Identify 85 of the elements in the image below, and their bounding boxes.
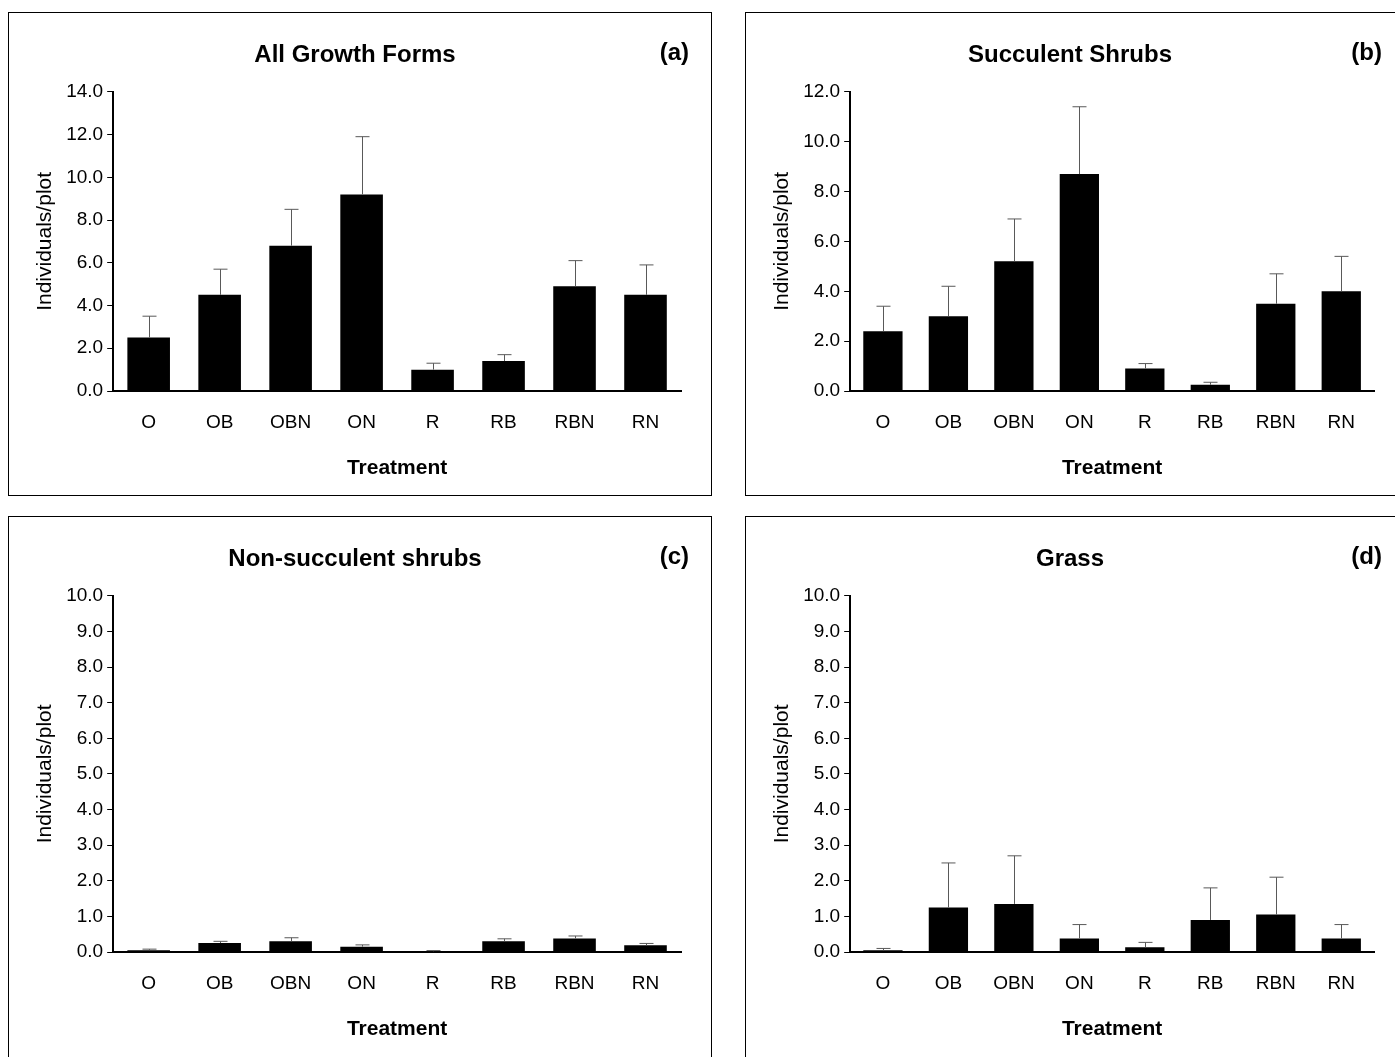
x-tick-label: R: [1137, 410, 1152, 432]
y-tick-label: 3.0: [76, 833, 104, 855]
y-tick-label: 0.0: [76, 379, 104, 401]
y-tick-label: 1.0: [76, 904, 104, 926]
x-tick-label: O: [141, 410, 157, 432]
y-tick-label: 5.0: [813, 762, 841, 784]
x-tick-label: RB: [1197, 410, 1224, 432]
y-axis-title: Individuals/plot: [32, 704, 56, 844]
x-tick-label: RB: [490, 971, 517, 993]
x-tick-label: RN: [631, 971, 660, 993]
y-tick-label: 7.0: [813, 690, 841, 712]
x-tick-label: ON: [347, 971, 376, 993]
y-tick-label: 10.0: [803, 129, 841, 151]
x-tick-label: RN: [1327, 410, 1355, 432]
x-tick-label: RBN: [554, 971, 595, 993]
x-axis-title: Treatment: [346, 1016, 448, 1040]
y-tick-label: 4.0: [76, 797, 104, 819]
x-tick-label: ON: [1065, 971, 1094, 993]
y-axis-title: Individuals/plot: [769, 704, 793, 844]
x-tick-label: RBN: [554, 410, 595, 432]
y-tick-label: 9.0: [76, 619, 104, 641]
y-tick-label: 5.0: [76, 762, 104, 784]
chart-title: Non-succulent shrubs: [228, 544, 482, 572]
y-tick-label: 3.0: [813, 833, 841, 855]
chart-title: All Growth Forms: [254, 40, 456, 68]
y-tick-label: 4.0: [813, 279, 841, 301]
text: (a): [659, 37, 689, 65]
x-tick-label: ON: [1065, 410, 1094, 432]
y-tick-label: 12.0: [66, 122, 104, 144]
x-axis-title: Treatment: [346, 455, 448, 479]
y-axis-title: Individuals/plot: [769, 171, 793, 311]
y-tick-label: 8.0: [813, 655, 841, 677]
x-tick-label: OB: [205, 971, 234, 993]
x-tick-label: R: [425, 410, 440, 432]
y-tick-label: 2.0: [813, 868, 841, 890]
y-tick-label: 2.0: [76, 868, 104, 890]
text: (c): [659, 541, 689, 569]
y-axis-title: Individuals/plot: [32, 171, 56, 311]
x-axis-title: Treatment: [1061, 1016, 1163, 1040]
y-tick-label: 0.0: [813, 940, 841, 962]
y-tick-label: 7.0: [76, 690, 104, 712]
y-tick-label: 2.0: [76, 336, 104, 358]
x-tick-label: R: [425, 971, 440, 993]
y-tick-label: 0.0: [76, 940, 104, 962]
x-tick-label: OBN: [270, 410, 312, 432]
text: (d): [1351, 541, 1382, 569]
y-tick-label: 10.0: [66, 165, 104, 187]
x-tick-label: R: [1137, 971, 1152, 993]
x-tick-label: RB: [490, 410, 517, 432]
x-axis-title: Treatment: [1061, 455, 1163, 479]
y-tick-label: 1.0: [813, 904, 841, 926]
y-tick-label: 6.0: [813, 726, 841, 748]
y-tick-label: 8.0: [813, 179, 841, 201]
x-tick-label: RN: [631, 410, 660, 432]
y-tick-label: 6.0: [76, 251, 104, 273]
y-tick-label: 9.0: [813, 619, 841, 641]
chart-title: Succulent Shrubs: [967, 40, 1173, 68]
x-tick-label: OBN: [270, 971, 312, 993]
chart-title: Grass: [1035, 544, 1105, 572]
x-tick-label: O: [875, 410, 891, 432]
y-tick-label: 10.0: [66, 584, 104, 606]
x-tick-label: OB: [934, 410, 963, 432]
x-tick-label: OB: [205, 410, 234, 432]
x-tick-label: RB: [1197, 971, 1224, 993]
x-tick-label: RBN: [1255, 410, 1296, 432]
text: (b): [1351, 37, 1382, 65]
x-tick-label: OBN: [993, 971, 1035, 993]
x-tick-label: RN: [1327, 971, 1355, 993]
y-tick-label: 0.0: [813, 379, 841, 401]
y-tick-label: 14.0: [66, 80, 104, 102]
y-tick-label: 6.0: [813, 229, 841, 251]
y-tick-label: 8.0: [76, 655, 104, 677]
x-tick-label: OB: [934, 971, 963, 993]
y-tick-label: 10.0: [803, 584, 841, 606]
y-tick-label: 4.0: [813, 797, 841, 819]
x-tick-label: O: [141, 971, 157, 993]
y-tick-label: 12.0: [803, 80, 841, 102]
y-tick-label: 8.0: [76, 208, 104, 230]
y-tick-label: 6.0: [76, 726, 104, 748]
x-tick-label: ON: [347, 410, 376, 432]
x-tick-label: OBN: [993, 410, 1035, 432]
x-tick-label: RBN: [1255, 971, 1296, 993]
y-tick-label: 2.0: [813, 329, 841, 351]
y-tick-label: 4.0: [76, 293, 104, 315]
x-tick-label: O: [875, 971, 891, 993]
